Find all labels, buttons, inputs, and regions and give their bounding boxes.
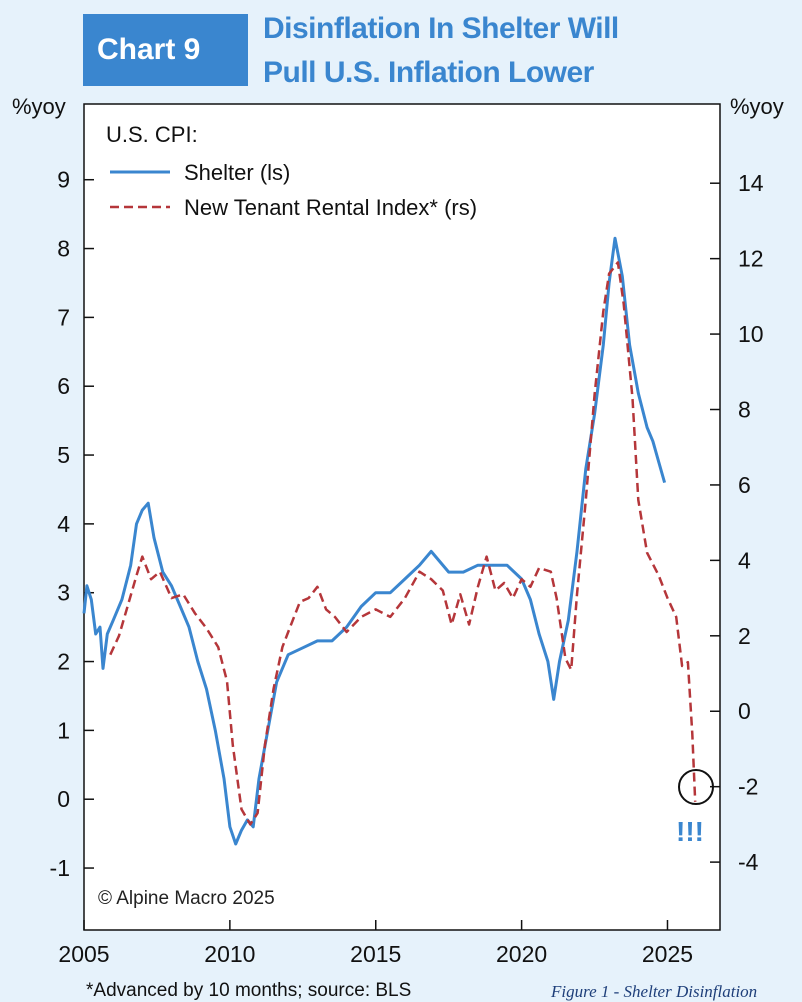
left-tick-label: 6 [57, 373, 70, 399]
copyright-credit: © Alpine Macro 2025 [98, 888, 275, 909]
x-tick-label: 2010 [204, 941, 255, 967]
left-tick-label: 0 [57, 786, 70, 812]
right-tick-label: 4 [738, 547, 751, 573]
new-tenant-series-line [109, 261, 697, 826]
right-tick-label: -2 [738, 774, 758, 800]
highlight-circle [678, 769, 714, 805]
left-tick-label: 3 [57, 580, 70, 606]
left-tick-label: 5 [57, 442, 70, 468]
right-tick-label: -4 [738, 849, 759, 875]
right-tick-label: 2 [738, 623, 751, 649]
right-tick-label: 10 [738, 321, 764, 347]
x-tick-label: 2005 [58, 941, 109, 967]
x-axis: 2005 2010 2015 2020 2025 [58, 920, 693, 967]
right-tick-label: 8 [738, 397, 751, 423]
left-tick-label: 2 [57, 649, 70, 675]
right-tick-label: 0 [738, 698, 751, 724]
right-axis-unit: %yoy [730, 94, 784, 119]
chart-number-badge: Chart 9 [83, 14, 248, 86]
legend-title: U.S. CPI: [106, 122, 198, 147]
left-tick-label: 8 [57, 236, 70, 262]
right-tick-label: 6 [738, 472, 751, 498]
chart-title-line-1: Disinflation In Shelter Will [263, 12, 619, 45]
right-axis: -4 -2 0 2 4 6 8 10 12 14 [710, 170, 764, 875]
legend: U.S. CPI: Shelter (ls) New Tenant Rental… [106, 122, 477, 220]
x-tick-label: 2025 [642, 941, 693, 967]
left-axis-unit: %yoy [12, 94, 66, 119]
x-tick-label: 2020 [496, 941, 547, 967]
left-tick-label: 4 [57, 511, 70, 537]
left-tick-label: 1 [57, 717, 70, 743]
legend-label-new-tenant: New Tenant Rental Index* (rs) [184, 195, 477, 220]
right-tick-label: 14 [738, 170, 764, 196]
x-tick-label: 2015 [350, 941, 401, 967]
shelter-series-line [82, 236, 667, 846]
left-tick-label: 9 [57, 167, 70, 193]
series-layer [82, 236, 697, 846]
chart-title-line-2: Pull U.S. Inflation Lower [263, 56, 594, 89]
right-tick-label: 12 [738, 246, 764, 272]
plot-area [83, 103, 721, 931]
left-tick-label: -1 [50, 855, 70, 881]
left-tick-label: 7 [57, 304, 70, 330]
figure-caption: Figure 1 - Shelter Disinflation [550, 982, 757, 1001]
exclamation-annotation: !!! [676, 816, 704, 847]
footnote: *Advanced by 10 months; source: BLS [86, 980, 411, 1001]
legend-label-shelter: Shelter (ls) [184, 160, 290, 185]
